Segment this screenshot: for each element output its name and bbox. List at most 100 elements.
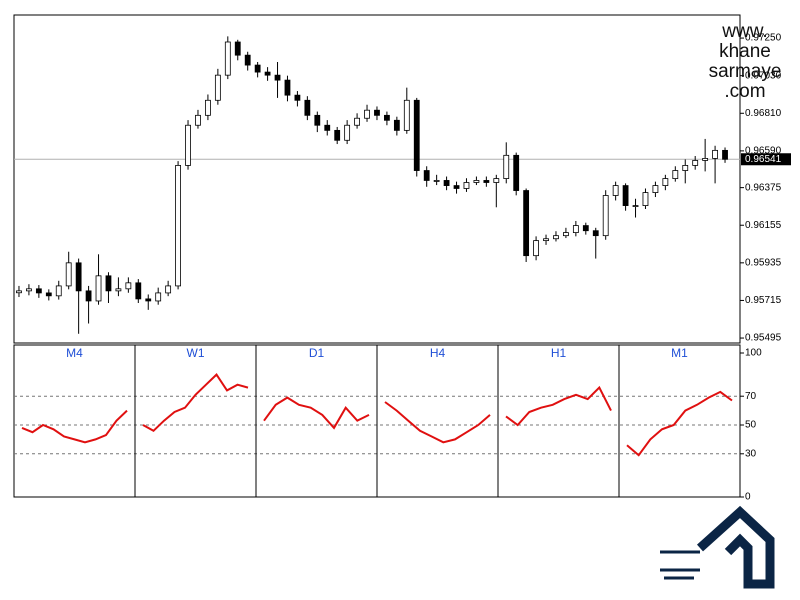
logo-script [660, 550, 700, 580]
candle-body [165, 285, 172, 294]
candle-body [254, 64, 261, 73]
candle-body [45, 292, 52, 297]
rsi-line [263, 396, 370, 430]
candle-body [75, 262, 82, 292]
y-tick-label: 30 [745, 448, 757, 459]
panel-label: D1 [309, 346, 325, 360]
candle-body [364, 109, 370, 119]
candle-body [592, 230, 599, 237]
panel-label: H4 [430, 346, 446, 360]
candle-body [702, 158, 709, 161]
candle-body [503, 154, 510, 179]
candle-body [483, 180, 490, 183]
candle-body [672, 170, 679, 179]
last-price-label: 0.96541 [745, 154, 782, 165]
candle-body [473, 180, 480, 183]
panel-label: M4 [66, 346, 83, 360]
candle-body [582, 225, 589, 232]
candle-body [135, 282, 142, 300]
rsi-line [505, 385, 612, 427]
candle-body [493, 178, 500, 183]
candle-body [722, 149, 728, 160]
candle-body [632, 205, 639, 207]
candle-body [513, 154, 520, 191]
candle-body [85, 290, 92, 302]
candle-body [95, 275, 102, 302]
candle-body [453, 185, 460, 189]
candle-body [463, 182, 470, 189]
rsi-line [626, 390, 733, 457]
rsi-line [384, 401, 491, 444]
candle-body [214, 74, 221, 101]
candle-body [145, 298, 152, 302]
candle-body [403, 99, 410, 131]
price-panel [13, 14, 741, 344]
candle-body [105, 275, 112, 292]
candle-body [712, 149, 718, 159]
candle-body [384, 114, 390, 121]
logo [660, 505, 775, 589]
candle-body [692, 160, 699, 166]
candle-body [612, 185, 619, 196]
y-tick-label: 0.95935 [745, 257, 782, 268]
candle-body [413, 99, 420, 171]
candle-body [35, 288, 42, 294]
candle-body [423, 170, 430, 181]
y-tick-label: 0.95495 [745, 333, 782, 344]
candle-body [344, 124, 351, 141]
candle-body [16, 290, 22, 294]
candle-body [244, 54, 251, 66]
candle-body [572, 225, 579, 233]
candle-body [433, 180, 440, 182]
candle-body [125, 282, 132, 290]
candle-body [185, 124, 191, 166]
logo-mark [696, 505, 775, 589]
candle-body [205, 99, 211, 116]
candle-body [602, 195, 609, 237]
y-tick-label: 0.96810 [745, 108, 782, 119]
candle-body [65, 262, 72, 287]
candle-body [553, 235, 559, 240]
candle-body [284, 79, 291, 96]
candle-body [523, 190, 530, 257]
last-price-box [741, 153, 791, 166]
candle-body [662, 178, 669, 186]
y-tick-label: 0.97250 [745, 33, 782, 44]
y-tick-label: 0.95715 [745, 295, 782, 306]
y-tick-label: 50 [745, 420, 757, 431]
y-tick-label: 0.96375 [745, 182, 782, 193]
rsi-line [21, 409, 128, 444]
candle-body [224, 41, 231, 76]
candle-body [55, 285, 62, 297]
y-tick-label: 0 [745, 492, 751, 503]
y-tick-label: 0.96590 [745, 146, 782, 157]
candle-body [264, 71, 271, 76]
watermark-line: .com [724, 81, 765, 102]
rsi-line [142, 373, 249, 433]
watermark-line: khane [719, 41, 771, 62]
candle-body [274, 74, 281, 81]
candle-body [652, 185, 659, 193]
candle-body [543, 238, 549, 242]
candle-body [115, 288, 122, 292]
watermark-line: sarmaye [709, 61, 782, 82]
candle-body [304, 99, 311, 116]
candle-body [294, 94, 301, 101]
candle-body [314, 114, 321, 126]
candle-body [622, 185, 629, 206]
candle-body [393, 119, 400, 131]
candle-body [195, 114, 201, 126]
candle-body [374, 109, 380, 116]
y-tick-label: 70 [745, 391, 757, 402]
panel-label: M1 [671, 346, 688, 360]
candle-body [533, 240, 539, 257]
y-tick-label: 0.97030 [745, 70, 782, 81]
candle-body [324, 124, 331, 131]
y-tick-label: 100 [745, 348, 762, 359]
candle-body [354, 117, 360, 126]
candle-body [334, 129, 341, 141]
candle-body [443, 180, 450, 186]
candle-body [175, 165, 181, 287]
panel-label: W1 [187, 346, 205, 360]
